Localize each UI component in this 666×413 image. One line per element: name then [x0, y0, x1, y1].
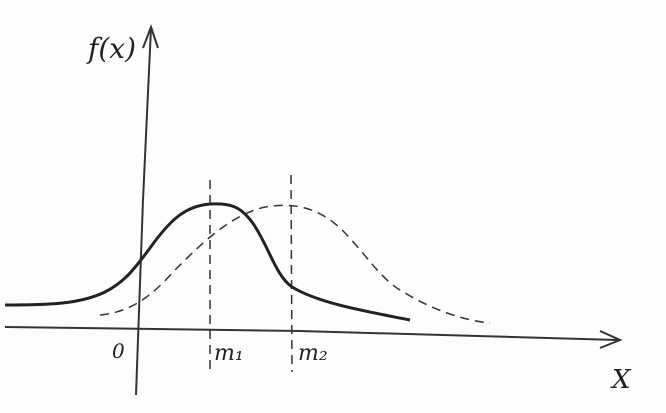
y-axis-arrow: [142, 24, 159, 49]
m2-label: m₂: [298, 341, 328, 366]
y-axis: [135, 27, 152, 396]
curve-2: [99, 204, 491, 324]
y-axis-label: f(x): [86, 32, 136, 65]
origin-label: 0: [112, 339, 125, 363]
m1-label: m₁: [214, 341, 244, 366]
x-axis-label: X: [610, 365, 632, 395]
m2-line: [290, 174, 293, 373]
x-axis: [4, 326, 619, 341]
x-axis-arrow: [599, 330, 623, 349]
curve-1: [4, 202, 411, 322]
